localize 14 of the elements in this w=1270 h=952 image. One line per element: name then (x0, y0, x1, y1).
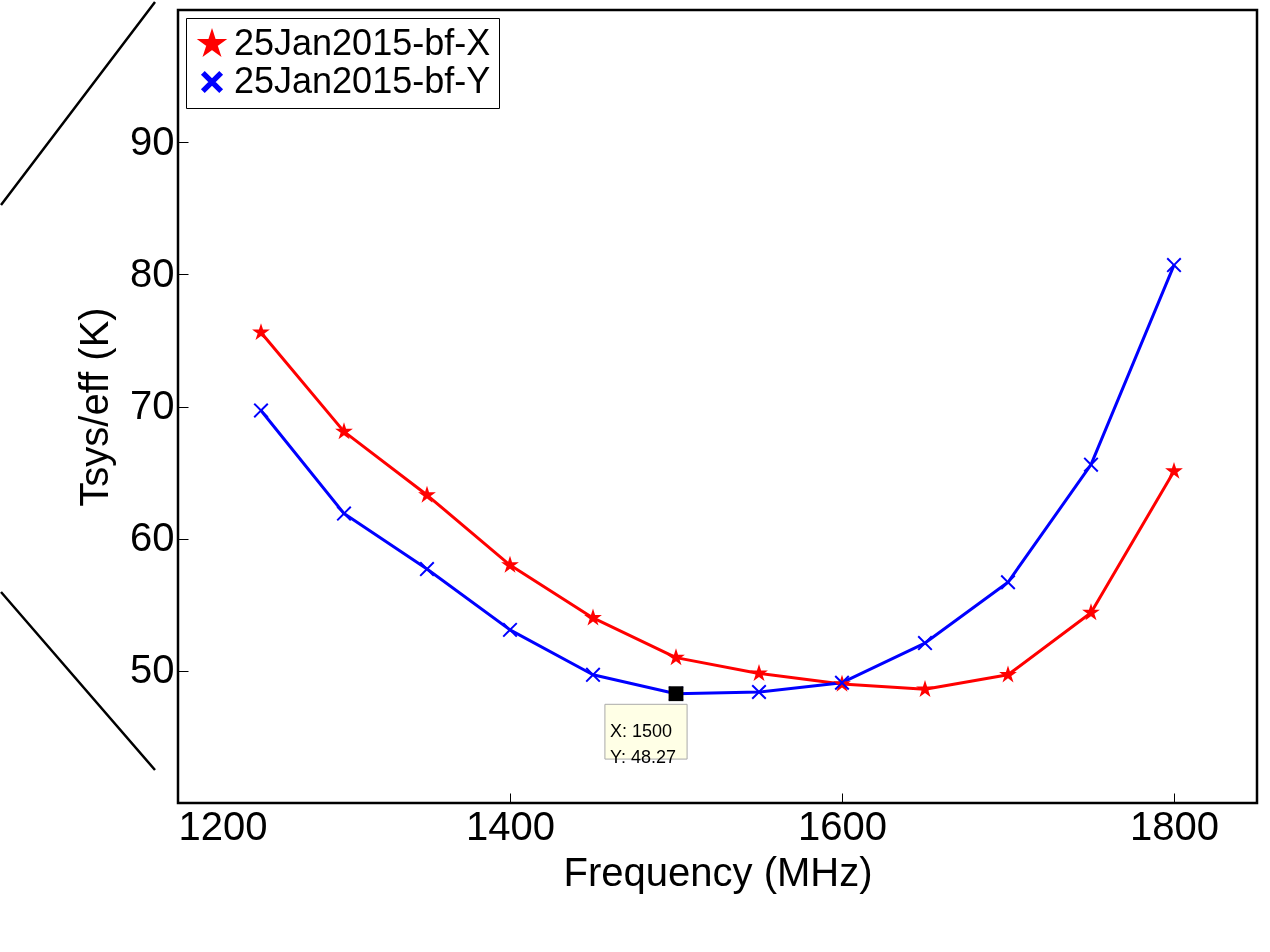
y-axis-title: Tsys/eff (K) (72, 307, 117, 507)
x-axis-title: Frequency (MHz) (563, 849, 873, 894)
legend-label: 25Jan2015-bf-Y (234, 60, 491, 101)
y-tick-label: 50 (130, 647, 175, 692)
y-tick-label: 90 (130, 118, 175, 163)
annotation: X: 1500 Y: 48.27 (610, 720, 677, 767)
legend-label: 25Jan2015-bf-X (234, 22, 491, 63)
x-tick-label: 1600 (798, 803, 887, 848)
y-tick-label: 60 (130, 515, 175, 560)
x-tick-label: 1400 (466, 803, 555, 848)
x-tick-label: 1800 (1130, 803, 1219, 848)
x-tick-label: 1200 (178, 803, 268, 848)
y-tick-label: 70 (130, 383, 175, 427)
y-tick-label: 80 (130, 250, 175, 295)
